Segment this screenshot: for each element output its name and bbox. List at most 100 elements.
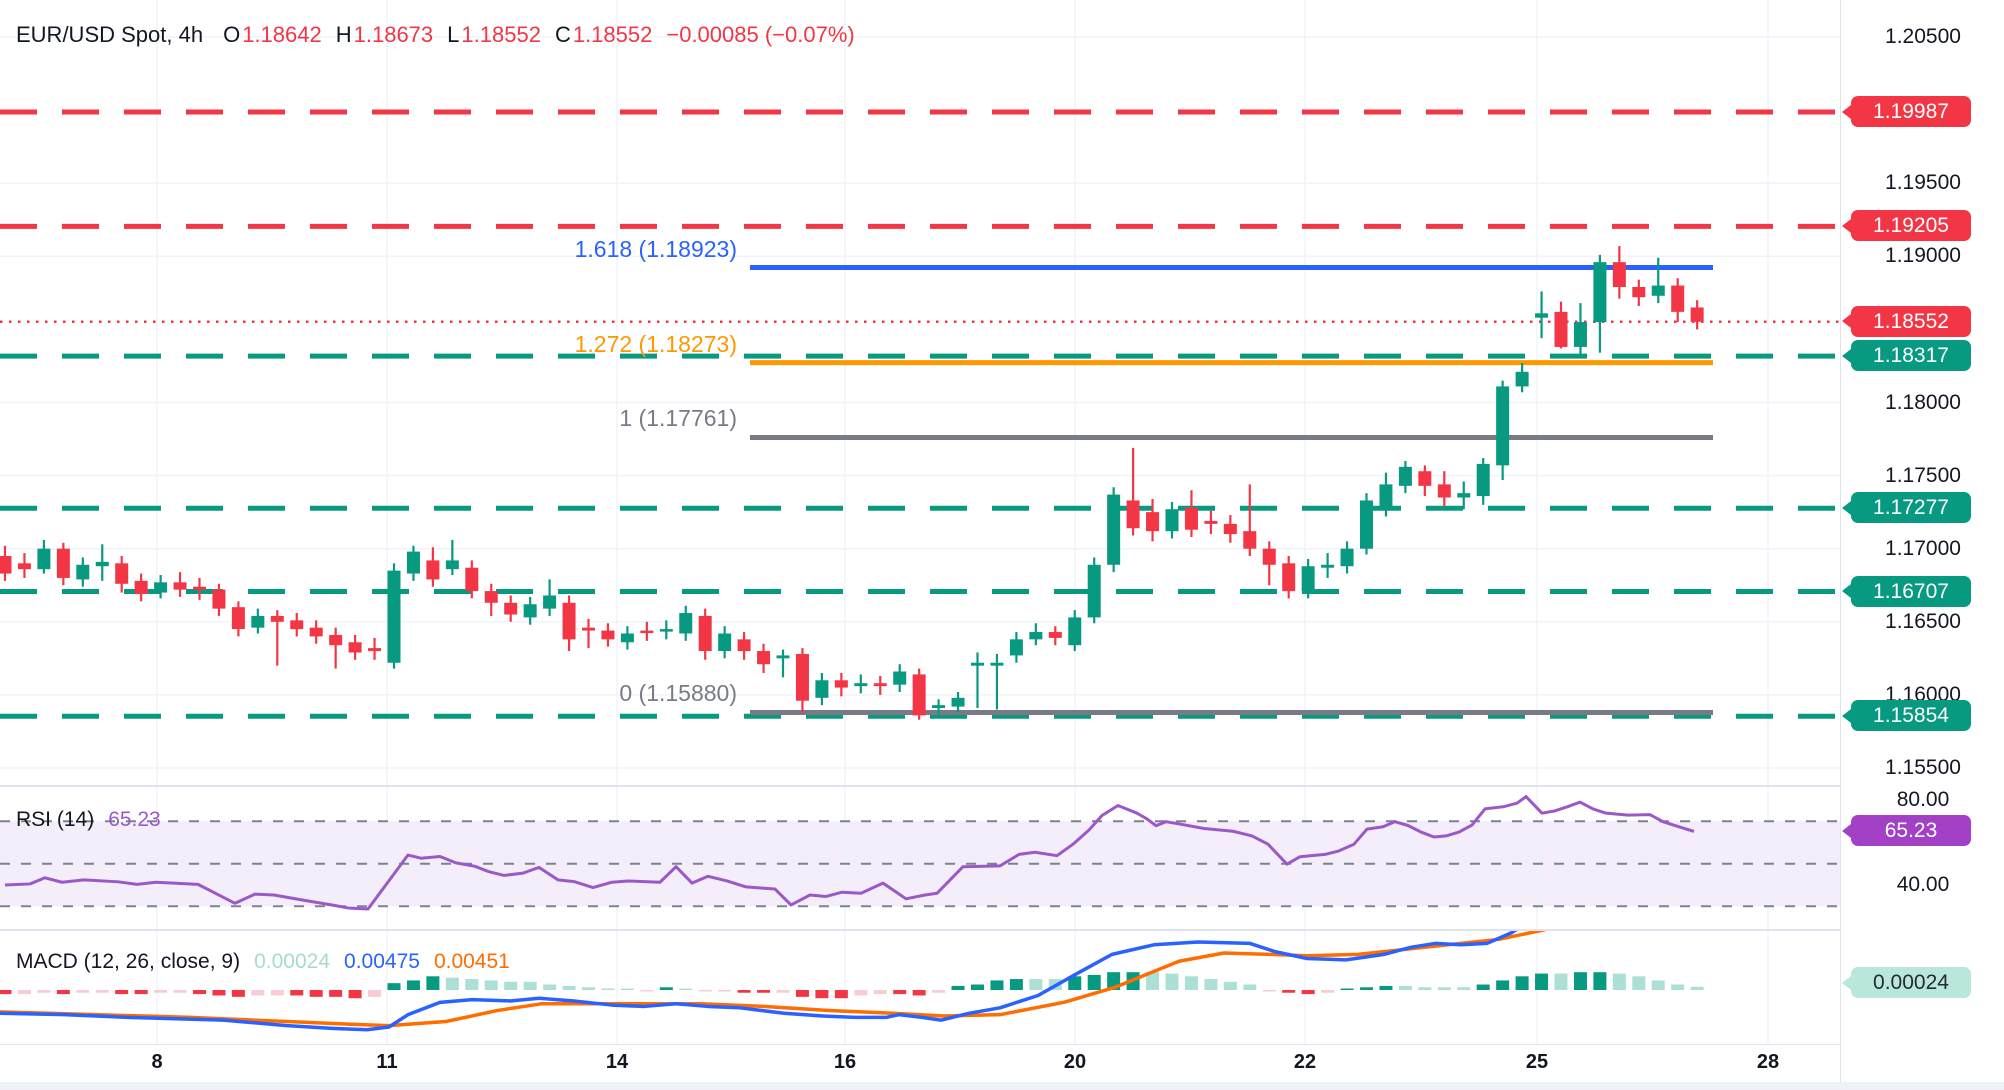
pane-divider[interactable] <box>0 929 2004 931</box>
candle[interactable] <box>1009 632 1023 663</box>
candle[interactable] <box>873 675 887 695</box>
rsi-pane[interactable] <box>0 786 1840 930</box>
candle[interactable] <box>231 601 245 637</box>
macd-legend[interactable]: MACD (12, 26, close, 9) 0.00024 0.00475 … <box>16 950 510 974</box>
candle[interactable] <box>368 637 382 660</box>
candle[interactable] <box>484 583 498 616</box>
candle[interactable] <box>1184 490 1198 538</box>
candle[interactable] <box>290 613 304 637</box>
candle[interactable] <box>698 608 712 660</box>
candle[interactable] <box>776 649 790 678</box>
candle[interactable] <box>95 544 109 581</box>
candle[interactable] <box>1554 301 1568 349</box>
candle[interactable] <box>1573 303 1587 355</box>
ohlc-legend[interactable]: EUR/USD Spot, 4h O1.18642 H1.18673 L1.18… <box>16 22 855 48</box>
fib-label-1272[interactable]: 1.272 (1.18273) <box>574 330 737 357</box>
candle[interactable] <box>893 664 907 692</box>
candle[interactable] <box>1301 558 1315 599</box>
fib-label-0[interactable]: 0 (1.15880) <box>619 680 737 707</box>
fib-label-1618[interactable]: 1.618 (1.18923) <box>574 235 737 262</box>
candle[interactable] <box>329 627 343 669</box>
candle[interactable] <box>1068 610 1082 652</box>
candle[interactable] <box>932 699 946 719</box>
candle[interactable] <box>1457 481 1471 510</box>
candle[interactable] <box>523 596 537 625</box>
candle[interactable] <box>115 556 129 593</box>
fib-label-1[interactable]: 1 (1.17761) <box>619 405 737 432</box>
candle[interactable] <box>465 560 479 599</box>
candle[interactable] <box>1321 553 1335 578</box>
macd-line[interactable] <box>0 930 1540 1032</box>
candle[interactable] <box>1262 541 1276 586</box>
candle[interactable] <box>912 668 926 720</box>
candle[interactable] <box>1087 557 1101 624</box>
candle[interactable] <box>795 648 809 713</box>
price-axis[interactable]: 1.20500 1.19500 1.19000 1.18000 1.17500 1.170… <box>1840 0 2004 1090</box>
candle[interactable] <box>1048 626 1062 646</box>
candle[interactable] <box>1398 460 1412 494</box>
candle[interactable] <box>56 542 70 586</box>
candle[interactable] <box>1360 493 1373 555</box>
candle[interactable] <box>1204 510 1218 535</box>
candle[interactable] <box>757 643 771 673</box>
candle[interactable] <box>309 620 323 644</box>
candle[interactable] <box>270 610 284 666</box>
candle[interactable] <box>834 672 848 697</box>
candle[interactable] <box>1593 254 1607 353</box>
candle[interactable] <box>854 674 868 694</box>
candle[interactable] <box>1146 498 1160 542</box>
candle[interactable] <box>193 577 206 600</box>
candle[interactable] <box>76 557 90 587</box>
candle[interactable] <box>971 652 984 709</box>
candle[interactable] <box>348 634 362 660</box>
rsi-legend[interactable]: RSI (14) 65.23 <box>16 808 161 832</box>
candle[interactable] <box>815 672 829 706</box>
candle[interactable] <box>640 621 654 641</box>
candle[interactable] <box>1476 458 1490 505</box>
candle[interactable] <box>1515 363 1529 393</box>
candle[interactable] <box>1671 278 1685 323</box>
macd-signal-line[interactable] <box>0 930 1575 1028</box>
rsi-line[interactable] <box>4 795 1695 911</box>
candle[interactable] <box>601 623 615 647</box>
candle[interactable] <box>543 579 557 616</box>
pane-divider[interactable] <box>0 785 2004 787</box>
candle[interactable] <box>562 595 576 652</box>
macd-pane[interactable] <box>0 930 1840 1045</box>
candle[interactable] <box>1690 300 1704 330</box>
candle[interactable] <box>1418 465 1432 497</box>
candle[interactable] <box>134 573 148 602</box>
candle[interactable] <box>154 575 168 599</box>
candle[interactable] <box>1165 501 1179 539</box>
candle[interactable] <box>1496 380 1510 480</box>
candle[interactable] <box>1029 623 1043 646</box>
candle[interactable] <box>582 618 595 649</box>
candle[interactable] <box>990 653 1004 710</box>
candle[interactable] <box>1340 541 1354 574</box>
candle[interactable] <box>1282 556 1296 599</box>
candle[interactable] <box>173 572 187 597</box>
candle[interactable] <box>1651 257 1665 304</box>
candle[interactable] <box>1535 291 1549 339</box>
candle[interactable] <box>620 626 634 650</box>
candle[interactable] <box>251 608 265 634</box>
candle[interactable] <box>212 583 226 616</box>
candle[interactable] <box>659 620 673 640</box>
candle[interactable] <box>718 626 732 659</box>
candle[interactable] <box>17 553 31 578</box>
candle[interactable] <box>406 545 420 581</box>
candle[interactable] <box>1107 487 1121 573</box>
candle[interactable] <box>426 547 440 587</box>
price-pane[interactable] <box>0 0 1840 786</box>
candle[interactable] <box>1126 447 1140 536</box>
candle[interactable] <box>387 563 401 669</box>
candle[interactable] <box>1379 472 1393 517</box>
candle[interactable] <box>1632 279 1646 307</box>
candle[interactable] <box>1612 246 1626 299</box>
candle[interactable] <box>737 632 751 660</box>
candle[interactable] <box>0 545 12 581</box>
candle[interactable] <box>1437 471 1451 507</box>
candle[interactable] <box>1223 515 1237 543</box>
candle[interactable] <box>504 595 518 622</box>
candle[interactable] <box>951 691 965 713</box>
